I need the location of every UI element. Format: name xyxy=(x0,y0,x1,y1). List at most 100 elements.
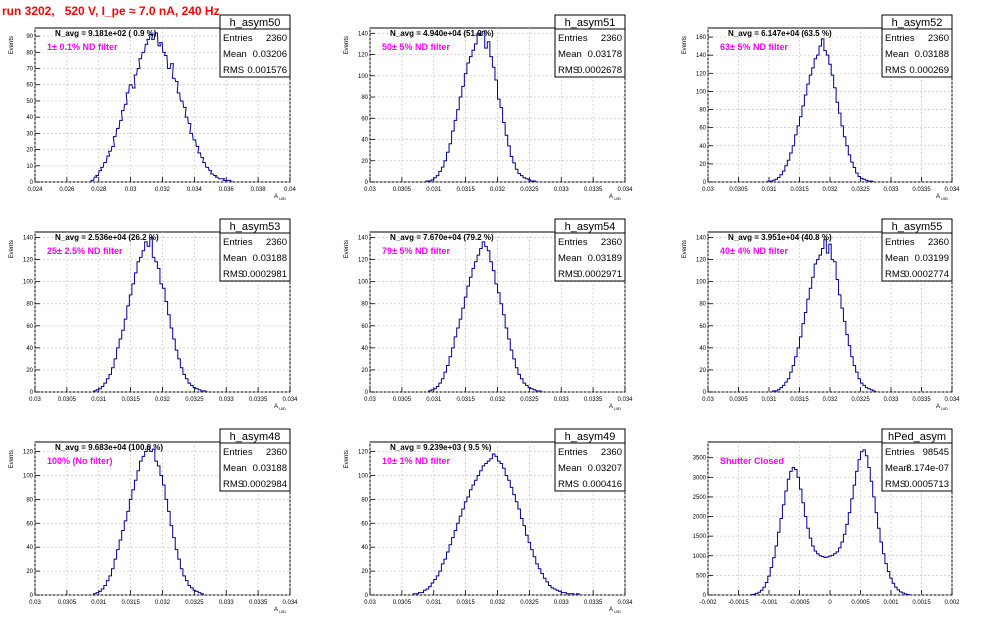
navg-label: N_avg = 7.670e+04 (79.2 %) xyxy=(390,233,494,242)
x-tick-label: 0.034 xyxy=(944,397,960,403)
x-axis-label: A xyxy=(609,194,613,200)
y-tick-label: 120 xyxy=(358,53,369,59)
x-axis-label-subscript: UID xyxy=(941,406,948,411)
x-tick-label: 0 xyxy=(828,600,832,606)
stats-value: 98545 xyxy=(923,447,949,458)
histogram-h_asym53 xyxy=(93,237,209,392)
stats-label: Mean xyxy=(558,253,582,264)
x-tick-label: 0.0305 xyxy=(58,397,77,403)
x-tick-label: 0.002 xyxy=(944,600,960,606)
y-tick-label: 40 xyxy=(361,346,368,352)
stats-label: RMS xyxy=(558,269,579,280)
histogram-name: h_asym49 xyxy=(565,431,616,443)
y-tick-label: 100 xyxy=(696,89,707,95)
stats-label: Entries xyxy=(223,447,253,458)
stats-label: RMS xyxy=(885,65,906,76)
stats-box xyxy=(219,442,291,492)
x-tick-label: 0.0335 xyxy=(249,397,268,403)
stats-value: 2360 xyxy=(928,237,949,248)
stats-label: Mean xyxy=(885,463,909,474)
histogram-h_asym55 xyxy=(772,239,878,392)
y-tick-label: 20 xyxy=(26,569,33,575)
x-tick-label: 0.031 xyxy=(426,187,442,193)
y-tick-label: 80 xyxy=(699,302,706,308)
stats-value: 2360 xyxy=(928,33,949,44)
y-axis-label: Events xyxy=(682,240,688,258)
y-tick-label: 60 xyxy=(26,83,33,89)
navg-label: N_avg = 9.181e+02 ( 0.9 %) xyxy=(55,29,157,38)
x-tick-label: 0.036 xyxy=(219,187,235,193)
stats-label: Entries xyxy=(558,447,588,458)
y-tick-label: 2000 xyxy=(693,515,707,521)
filter-annotation: 100% (No filter) xyxy=(47,456,113,466)
x-tick-label: 0.034 xyxy=(187,187,203,193)
x-tick-label: 0.033 xyxy=(554,397,570,403)
x-tick-label: 0.031 xyxy=(426,600,442,606)
navg-label: N_avg = 9.239e+03 ( 9.5 %) xyxy=(390,443,492,452)
histogram-name: h_asym54 xyxy=(565,221,616,233)
stats-label: Entries xyxy=(223,33,253,44)
y-tick-label: 60 xyxy=(361,116,368,122)
x-tick-label: 0.032 xyxy=(822,187,838,193)
y-tick-label: 40 xyxy=(361,138,368,144)
stats-label: Entries xyxy=(558,237,588,248)
x-tick-label: 0.0315 xyxy=(456,187,475,193)
y-tick-label: 20 xyxy=(699,368,706,374)
y-tick-label: 20 xyxy=(699,162,706,168)
stats-label: RMS xyxy=(885,479,906,490)
y-tick-label: 80 xyxy=(361,302,368,308)
x-tick-label: 0.033 xyxy=(219,600,235,606)
y-tick-label: 100 xyxy=(358,280,369,286)
x-tick-label: 0.0315 xyxy=(790,187,809,193)
stats-value: 2360 xyxy=(601,237,622,248)
stats-value: 0.001576 xyxy=(247,65,287,76)
y-tick-label: 120 xyxy=(23,450,34,456)
y-tick-label: 60 xyxy=(699,324,706,330)
y-tick-label: 100 xyxy=(358,74,369,80)
x-tick-label: 0.0335 xyxy=(584,397,603,403)
stats-value: 0.000416 xyxy=(582,479,622,490)
y-tick-label: 120 xyxy=(358,450,369,456)
y-tick-label: 60 xyxy=(361,521,368,527)
stats-label: Entries xyxy=(558,33,588,44)
x-tick-label: 0.034 xyxy=(944,187,960,193)
x-tick-label: 0.034 xyxy=(617,397,633,403)
x-axis-label: A xyxy=(936,404,940,410)
x-tick-label: 0.038 xyxy=(251,187,267,193)
y-tick-label: 60 xyxy=(699,126,706,132)
histogram-h_asym48 xyxy=(93,446,204,595)
stats-box xyxy=(881,232,953,282)
filter-annotation: 10± 1% ND filter xyxy=(382,456,450,466)
histogram-h_asym51 xyxy=(425,30,539,182)
x-tick-label: 0.032 xyxy=(490,397,506,403)
histogram-name: hPed_asym xyxy=(888,431,946,443)
x-tick-label: 0.031 xyxy=(761,397,777,403)
y-tick-label: 1500 xyxy=(693,534,707,540)
navg-label: N_avg = 3.951e+04 (40.8 %) xyxy=(728,233,832,242)
x-axis-label-subscript: UID xyxy=(941,196,948,201)
stats-value: 0.03189 xyxy=(588,253,622,264)
filter-annotation: 63± 5% ND filter xyxy=(720,42,788,52)
stats-value: 0.03206 xyxy=(253,49,287,60)
x-tick-label: 0.0305 xyxy=(393,600,412,606)
y-axis-label: Events xyxy=(682,36,688,54)
stats-label: Mean xyxy=(885,253,909,264)
stats-box xyxy=(219,28,291,78)
stats-value: 2360 xyxy=(266,447,287,458)
stats-label: Mean xyxy=(223,463,247,474)
y-axis-label: Events xyxy=(9,450,15,468)
x-tick-label: 0.03 xyxy=(364,600,376,606)
filter-annotation: 40± 4% ND filter xyxy=(720,246,788,256)
x-tick-label: 0.0305 xyxy=(729,397,748,403)
y-tick-label: 0 xyxy=(30,390,34,396)
x-axis-label: A xyxy=(274,194,278,200)
x-tick-label: 0.03 xyxy=(29,397,41,403)
y-tick-label: 140 xyxy=(696,53,707,59)
histogram-hPed_asym xyxy=(750,449,910,595)
y-tick-label: 40 xyxy=(26,545,33,551)
x-tick-label: 0.0325 xyxy=(520,187,539,193)
stats-value: 2360 xyxy=(266,33,287,44)
stats-label: RMS xyxy=(223,269,244,280)
x-tick-label: 0.0315 xyxy=(121,600,140,606)
